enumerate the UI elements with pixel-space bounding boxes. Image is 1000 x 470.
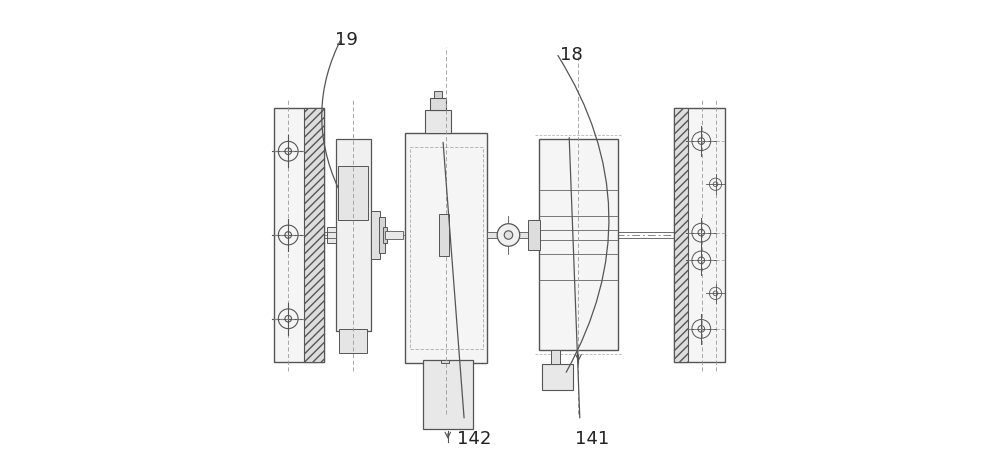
Text: 142: 142: [457, 430, 491, 448]
Bar: [425, 110, 451, 133]
Bar: [423, 360, 473, 429]
Bar: [405, 133, 487, 363]
Bar: [487, 232, 539, 238]
Bar: [274, 108, 324, 362]
Bar: [674, 108, 725, 362]
Bar: [528, 220, 540, 250]
Bar: [338, 165, 368, 219]
Bar: [410, 147, 483, 349]
Bar: [430, 98, 446, 110]
Bar: [551, 350, 560, 364]
Bar: [336, 139, 371, 331]
Bar: [304, 108, 324, 362]
Bar: [441, 360, 449, 363]
Circle shape: [504, 231, 513, 239]
Bar: [327, 227, 336, 243]
Circle shape: [497, 224, 520, 246]
Bar: [385, 231, 403, 239]
Text: 141: 141: [575, 430, 609, 448]
Bar: [383, 227, 387, 243]
Text: 19: 19: [335, 31, 357, 49]
Bar: [339, 329, 367, 352]
Bar: [674, 108, 688, 362]
Bar: [539, 139, 618, 350]
Bar: [371, 211, 380, 259]
Bar: [439, 214, 449, 256]
Bar: [379, 217, 385, 253]
Bar: [434, 91, 442, 98]
Text: 18: 18: [560, 46, 583, 64]
Bar: [542, 364, 573, 390]
